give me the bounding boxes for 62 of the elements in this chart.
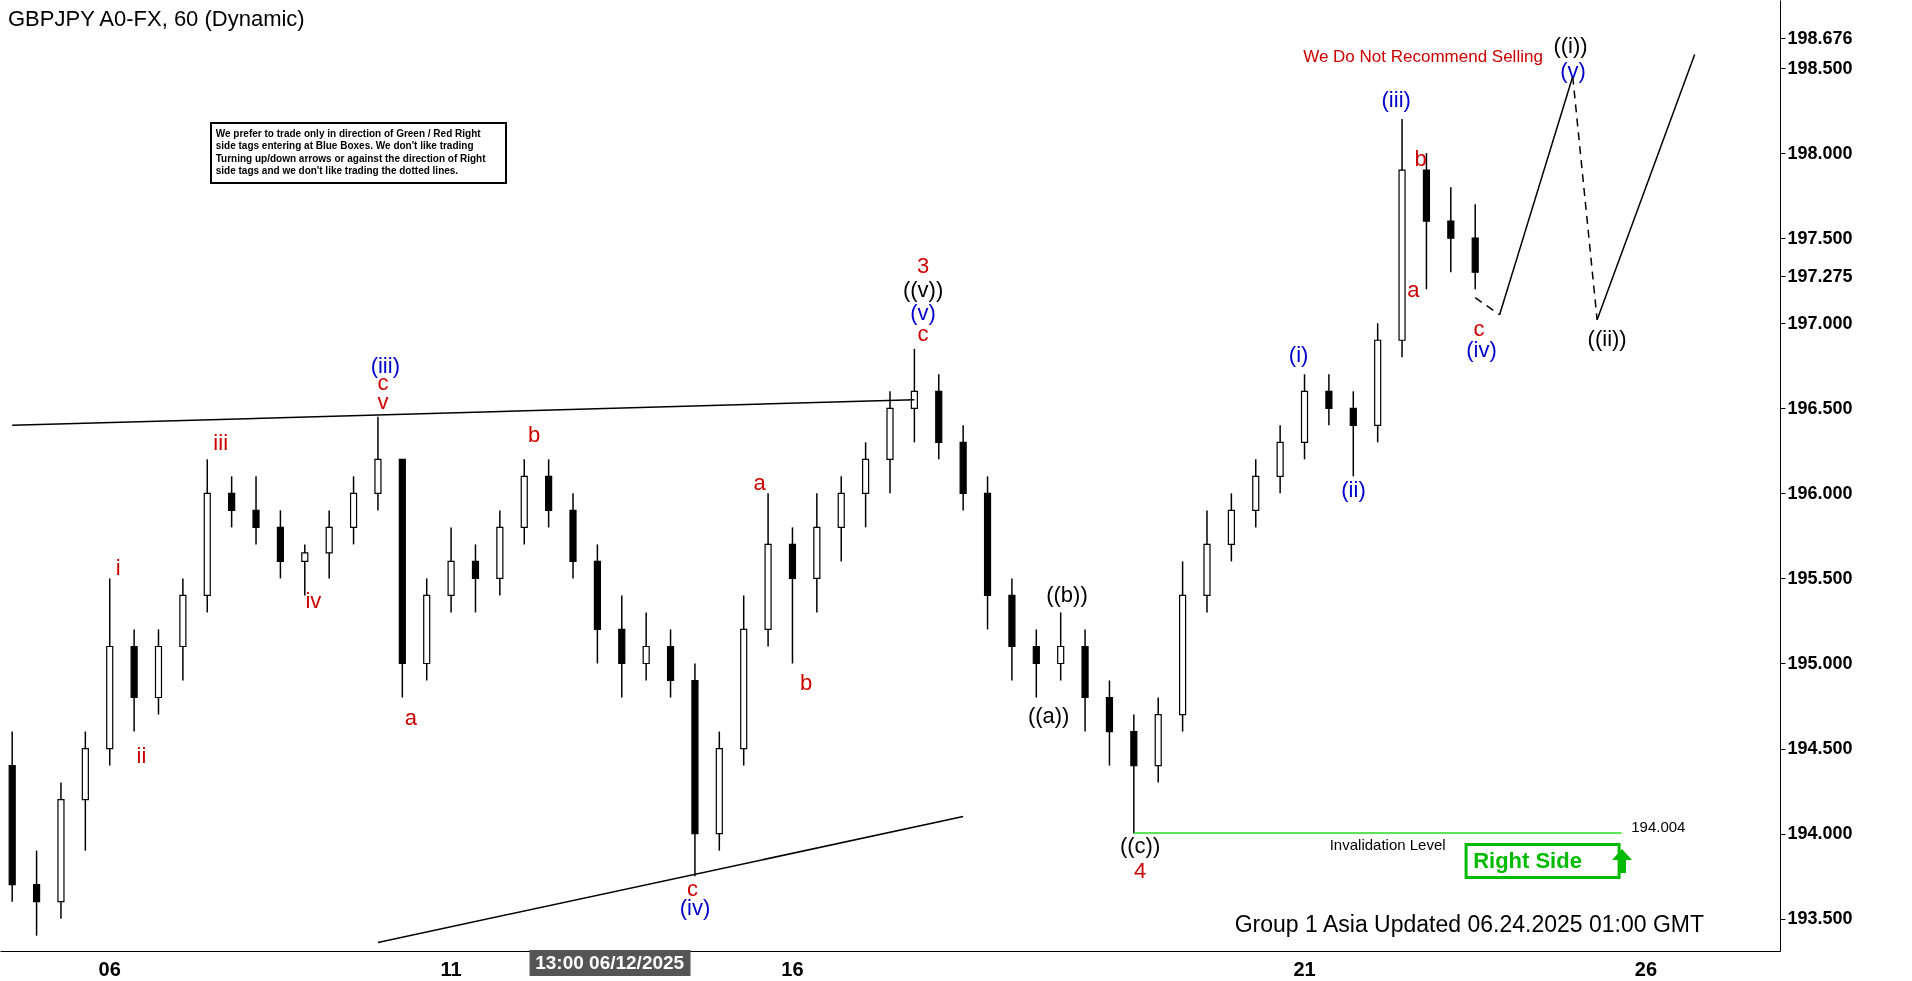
annotation: a <box>753 469 766 496</box>
annotation: b <box>1414 145 1427 172</box>
text: 13:00 06/12/2025 <box>529 950 691 977</box>
y-tick-label: 198.000 <box>1787 142 1853 163</box>
candlestick <box>1057 611 1065 682</box>
x-tick-label: 11 <box>440 957 462 980</box>
annotation: b <box>527 422 541 449</box>
annotation: ((a)) <box>1027 702 1070 729</box>
y-tick-label: 196.000 <box>1787 482 1853 503</box>
annotation: iii <box>213 429 229 456</box>
annotation: ((i)) <box>1553 33 1588 60</box>
annotation: ((b)) <box>1046 582 1088 609</box>
candlestick <box>1032 628 1040 699</box>
annotation: (i) <box>1288 341 1309 368</box>
y-tick-label: 197.275 <box>1787 265 1853 286</box>
y-tick-label: 195.500 <box>1787 567 1853 588</box>
candlestick <box>642 611 650 682</box>
y-tick-label: 198.676 <box>1787 27 1853 48</box>
annotation: Invalidation Level <box>1329 835 1446 853</box>
annotation: 194.004 <box>1631 817 1686 835</box>
candlestick <box>301 543 309 597</box>
candlestick <box>471 543 480 614</box>
annotation: b <box>799 669 813 696</box>
annotation: ((ii)) <box>1587 325 1627 352</box>
annotation: a <box>404 705 418 732</box>
y-tick-label: 198.500 <box>1787 57 1853 78</box>
y-tick-label: 196.500 <box>1787 397 1853 418</box>
annotation: c <box>917 321 929 348</box>
annotation: (iv) <box>679 895 711 922</box>
annotation: We prefer to trade only in direction of Green / Red Right side tags entering at Blue Boxes. We don't like trading Turning up/down arrows or against the direction of Right side tags and we don't like trading the dotted lines. <box>209 121 507 184</box>
annotation: Right Side <box>1464 842 1621 879</box>
y-tick-label: 195.000 <box>1787 652 1853 673</box>
annotation: 3 <box>916 252 930 279</box>
x-tick-label: 26 <box>1634 957 1658 980</box>
candlestick <box>32 849 41 937</box>
candlestick <box>252 475 260 546</box>
annotation: ((v)) <box>902 277 944 304</box>
annotation: iv <box>305 588 322 615</box>
annotation: a <box>1407 277 1420 304</box>
chart-title: GBPJPY A0-FX, 60 (Dynamic) <box>8 6 305 32</box>
candlestick <box>1349 390 1357 478</box>
candlestick <box>1447 186 1455 273</box>
y-tick-label: 194.000 <box>1787 823 1853 844</box>
y-tick-label: 197.500 <box>1787 227 1853 248</box>
annotation: v <box>377 389 389 416</box>
annotation: i <box>115 555 121 582</box>
x-tick-label: 06 <box>98 957 121 980</box>
x-tick-label: 21 <box>1293 957 1316 980</box>
annotation: (ii) <box>1341 477 1366 504</box>
y-tick-label: 193.500 <box>1787 908 1853 929</box>
candlestick <box>1325 373 1333 427</box>
annotation: (v) <box>1560 57 1586 84</box>
annotation: ((c)) <box>1119 833 1161 860</box>
annotation: We Do Not Recommend Selling <box>1303 47 1543 68</box>
annotation: (iii) <box>1381 86 1411 113</box>
annotation: 4 <box>1134 857 1147 884</box>
y-tick-label: 194.500 <box>1787 738 1853 759</box>
y-tick-label: 197.000 <box>1787 312 1853 333</box>
annotation: Group 1 Asia Updated 06.24.2025 01:00 GMT <box>1234 910 1704 938</box>
candlestick <box>228 475 236 529</box>
x-tick-label: 16 <box>781 957 804 980</box>
annotation: ii <box>136 743 147 770</box>
